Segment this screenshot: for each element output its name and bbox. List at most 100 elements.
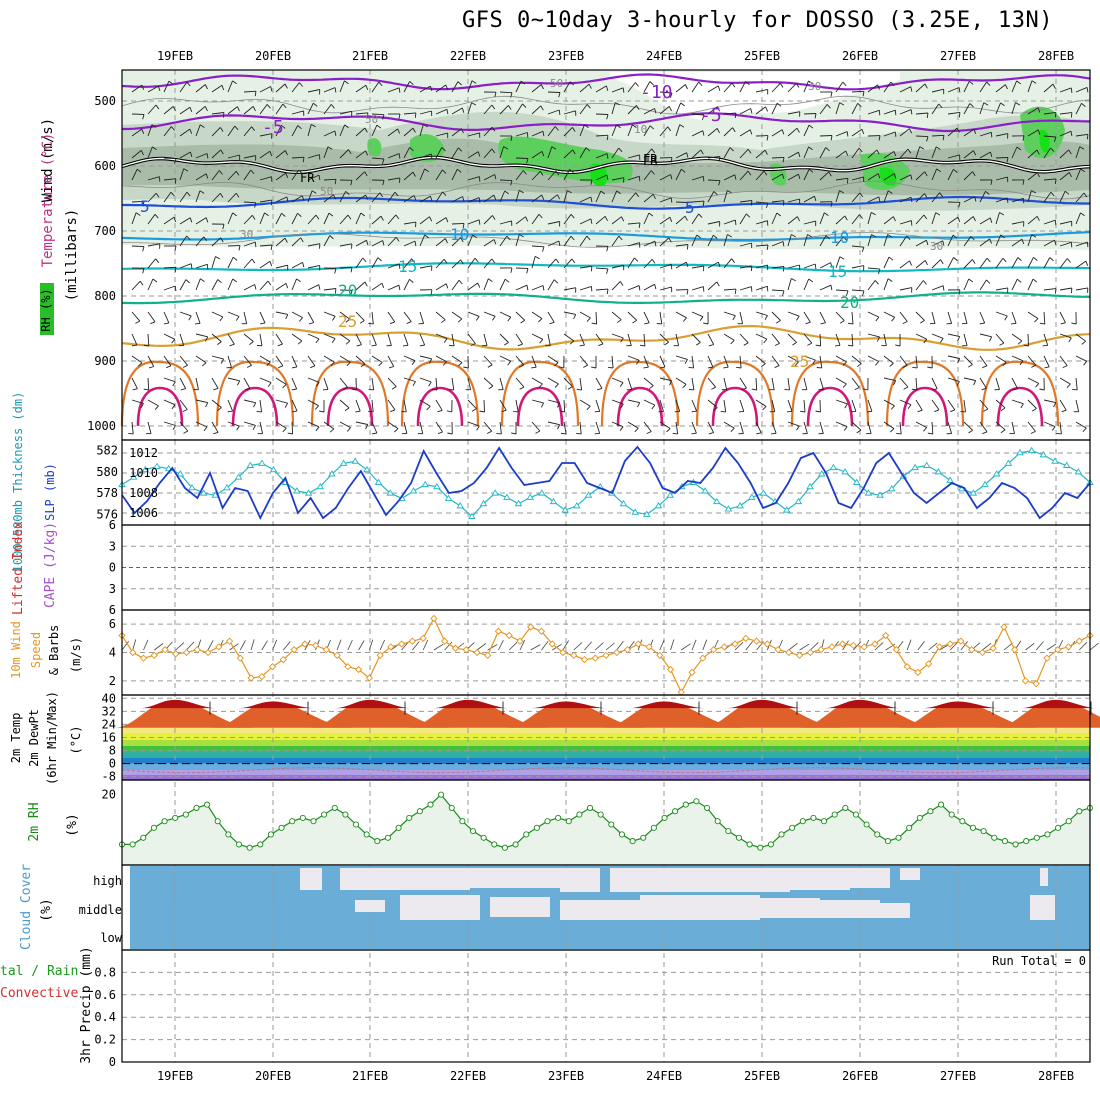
- wind-barb: [211, 333, 222, 342]
- wind-barb: [531, 170, 541, 181]
- wind-barb-flag: [973, 380, 977, 386]
- wind-barb-flag: [1070, 131, 1073, 137]
- wind-barb-flag: [182, 364, 188, 368]
- wind-barb-flag: [423, 124, 428, 128]
- cloud-gap: [470, 868, 560, 888]
- wind-barb-flag: [254, 202, 257, 208]
- wind-barb-flag: [220, 149, 224, 155]
- wind-barb: [355, 112, 368, 115]
- wind-barb-flag: [143, 344, 149, 347]
- wind-barb: [1043, 83, 1054, 93]
- wind-barb-flag: [857, 363, 862, 368]
- rh2m-line-point: [150, 824, 157, 831]
- wind-barb: [563, 169, 571, 181]
- wind-barb-flag: [506, 235, 511, 241]
- wind-barb-flag: [798, 174, 801, 180]
- thickness-line-point: [829, 463, 838, 471]
- contour-35: [416, 386, 464, 427]
- wind-barb-flag: [442, 169, 447, 174]
- wind-barb: [691, 213, 699, 225]
- wind-barb-flag: [878, 135, 881, 141]
- cloud-gap: [790, 868, 850, 890]
- temp-band: [122, 764, 1090, 770]
- wind10-barb: [702, 639, 708, 651]
- wind-barb: [787, 198, 800, 203]
- wind-barb: [947, 154, 960, 159]
- wind-barb-flag: [920, 320, 925, 324]
- wind10-line-point: [860, 643, 868, 651]
- wind-barb-flag: [649, 81, 654, 86]
- wind-barb: [595, 267, 609, 270]
- contour-label: FR: [300, 171, 315, 185]
- wind-barb-flag: [297, 212, 302, 217]
- wind-barb: [339, 149, 349, 159]
- wind-barb-flag: [935, 212, 941, 216]
- wind-barb-flag: [598, 343, 604, 347]
- wind-barb: [163, 157, 177, 160]
- wind-barb-flag: [699, 316, 704, 321]
- wind-barb: [387, 236, 397, 247]
- wind10-barb: [121, 641, 130, 651]
- wind-barb: [179, 217, 191, 225]
- wind10-line-point: [516, 637, 524, 645]
- wind-barb: [403, 258, 412, 269]
- wind-barb: [979, 217, 991, 225]
- wind-barb: [579, 421, 582, 434]
- thickness-line-point: [782, 506, 791, 513]
- wind-barb-flag: [743, 342, 749, 346]
- temp2m-tick: -8: [102, 770, 116, 784]
- wind-barb-flag: [708, 432, 714, 435]
- wind-barb-flag: [847, 344, 853, 347]
- wind-barb: [883, 421, 895, 429]
- wind-barb-flag: [651, 404, 656, 410]
- contour-35: [516, 386, 564, 427]
- wind-barb: [563, 258, 573, 269]
- wind10-line-point: [785, 648, 793, 657]
- wind-barb: [259, 311, 266, 324]
- wind-barb-flag: [1031, 80, 1037, 84]
- wind-barb: [915, 146, 921, 159]
- rh2m-line-point: [608, 821, 615, 828]
- contour-30: [885, 360, 965, 427]
- wind-barb: [531, 84, 542, 93]
- wind-barb: [435, 355, 447, 363]
- wind-barb: [307, 243, 320, 247]
- wind-barb-flag: [781, 173, 785, 179]
- wind-barb: [771, 156, 785, 159]
- wind-barb: [1043, 147, 1051, 159]
- wind-barb: [643, 148, 653, 159]
- wind-barb-flag: [784, 388, 790, 391]
- wind-barb-flag: [730, 339, 735, 345]
- wind-barb: [563, 377, 573, 387]
- wind-barb-flag: [734, 174, 737, 180]
- wind-barb: [451, 311, 463, 320]
- wind-barb: [163, 216, 175, 225]
- wind-barb-flag: [478, 219, 481, 225]
- wind-barb-flag: [1015, 102, 1021, 106]
- wind-barb: [259, 333, 263, 346]
- wind-barb: [259, 399, 263, 412]
- wind-barb-flag: [940, 259, 944, 265]
- wind-barb-flag: [246, 364, 252, 368]
- wind-barb: [931, 421, 934, 435]
- wind-barb: [931, 285, 944, 291]
- wind-barb: [883, 190, 889, 203]
- wind10-barb: [949, 641, 959, 651]
- wind-barb: [307, 103, 314, 115]
- wind-barb-flag: [142, 201, 145, 207]
- rh2m-line-point: [969, 824, 977, 831]
- date-label-top: 25FEB: [744, 49, 780, 63]
- wind-barb-flag: [477, 151, 481, 157]
- ylabel-lifted-index: Lifted Index: [11, 521, 26, 615]
- wind10-line-point: [311, 641, 320, 650]
- wind-barb: [627, 175, 640, 181]
- wind-barb-flag: [654, 284, 657, 290]
- wind-barb: [387, 284, 400, 291]
- wind-barb: [755, 355, 766, 364]
- wind-barb: [995, 102, 1001, 115]
- wind-barb-flag: [219, 316, 224, 322]
- wind-barb-flag: [782, 241, 785, 247]
- wind-barb: [691, 355, 695, 368]
- wind-barb: [723, 82, 733, 93]
